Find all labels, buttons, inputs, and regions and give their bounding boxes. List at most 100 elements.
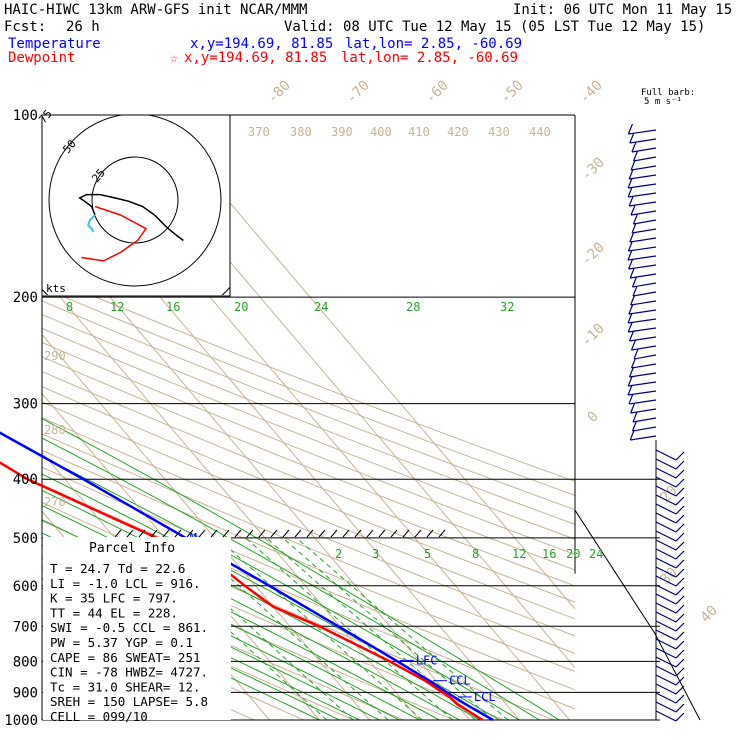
- wind-barb-flag: [629, 429, 635, 441]
- parcel-info-title: Parcel Info: [89, 541, 175, 556]
- pressure-tick-label: 900: [13, 685, 38, 701]
- dry-adiabat: [42, 466, 575, 691]
- parcel-info-row: PW = 5.37 YGP = 0.1: [50, 635, 193, 650]
- mixing-ratio-label: 8: [66, 300, 73, 314]
- wind-barb-flag: [631, 420, 638, 432]
- wind-barb: [655, 710, 677, 722]
- wind-barb-flag: [629, 132, 635, 144]
- wind-barb-flag: [675, 694, 685, 704]
- fcst-label: Fcst:: [4, 19, 46, 35]
- wind-barb-flag: [631, 276, 638, 288]
- parcel-info-background: [43, 537, 231, 720]
- parcel-info-box: Parcel Info T = 24.7 Td = 22.6LI = -1.0 L…: [43, 529, 446, 724]
- frame-slant: [574, 509, 701, 721]
- wind-barb: [631, 165, 657, 171]
- wind-barb: [655, 647, 677, 659]
- legend-temperature-label: Temperature: [8, 36, 101, 52]
- wind-barb-flag: [675, 550, 685, 560]
- wind-barb: [628, 381, 657, 387]
- wind-legend-line1: Full barb:: [641, 88, 695, 98]
- isotherm-label: -50: [498, 78, 527, 107]
- dry-adiabat: [42, 300, 575, 511]
- dry-adiabat-label: 370: [248, 125, 270, 139]
- isotherm-label: 0: [585, 409, 602, 426]
- isotherm-label: -40: [577, 78, 606, 107]
- pressure-tick-label: 600: [13, 579, 38, 595]
- wind-barb-flag: [630, 357, 637, 369]
- wind-barb-flag: [627, 123, 633, 135]
- mixing-ratio-label: 3: [372, 547, 379, 561]
- parcel-info-row: SWI = -0.5 CCL = 861.: [50, 620, 208, 635]
- mixing-ratio-label: 2: [335, 547, 342, 561]
- wind-barb-flag: [630, 402, 636, 414]
- wind-barb-flag: [675, 649, 685, 659]
- parcel-info-row: LI = -1.0 LCL = 916.: [50, 576, 201, 591]
- wind-barb-flag: [627, 240, 633, 252]
- parcel-info-row: CIN = -78 HWBZ= 4727.: [50, 665, 208, 680]
- wind-barb: [628, 129, 657, 135]
- wind-barb: [655, 638, 677, 650]
- isotherm-label: -70: [344, 78, 373, 107]
- wind-barb-flag: [627, 177, 633, 189]
- wind-barb-flag: [675, 712, 685, 722]
- mixing-ratio-label: 8: [472, 547, 479, 561]
- wind-barb: [655, 566, 677, 578]
- hatch-mark: [282, 529, 290, 538]
- star-icon: ☆: [170, 51, 178, 66]
- hatch-mark: [246, 529, 254, 538]
- wind-barb: [655, 692, 677, 704]
- dewpoint-profile: [0, 461, 484, 722]
- wind-barb-flag: [628, 195, 634, 207]
- dry-adiabat: [42, 401, 575, 620]
- dry-adiabat: [42, 417, 575, 637]
- dry-adiabat: [42, 578, 354, 720]
- wind-barb: [655, 458, 677, 470]
- wind-barb-flag: [628, 258, 634, 270]
- wind-barb-flag: [627, 249, 633, 261]
- wind-barb: [632, 426, 657, 432]
- wind-barb: [629, 372, 657, 378]
- wind-barb: [655, 575, 677, 587]
- wind-barb: [631, 228, 657, 234]
- wind-barb: [628, 246, 657, 252]
- hatch-mark: [414, 529, 422, 538]
- wind-barb: [655, 503, 677, 515]
- hodograph-unit: kts: [46, 282, 66, 295]
- wind-barb-flag: [628, 393, 634, 405]
- wind-barb: [632, 291, 657, 297]
- wind-barb: [655, 476, 677, 488]
- isotherm-label: 40: [698, 603, 721, 626]
- dry-adiabat: [42, 386, 575, 603]
- isotherm-label: -20: [579, 240, 608, 269]
- isotherm-label: -60: [423, 78, 452, 107]
- hatch-mark: [402, 529, 410, 538]
- wind-barb-flag: [675, 496, 685, 506]
- mixing-ratio-line: [282, 537, 494, 720]
- dry-adiabat-label: 290: [44, 349, 66, 363]
- wind-barb: [655, 494, 677, 506]
- wind-barb-flag: [628, 366, 635, 378]
- wind-barb: [655, 449, 677, 461]
- wind-barb-flag: [675, 469, 685, 479]
- wind-barb-flag: [675, 586, 685, 596]
- wind-barb-flag: [629, 267, 635, 279]
- hatch-mark: [186, 529, 194, 538]
- dry-adiabat-label: 380: [290, 125, 312, 139]
- wind-barb: [632, 282, 657, 288]
- hodograph-ring: [48, 115, 222, 287]
- wind-barb: [628, 309, 657, 315]
- wind-barb-flag: [628, 168, 634, 180]
- wind-barb: [655, 683, 677, 695]
- parcel-info-row: SREH = 150 LAPSE= 5.8: [50, 694, 208, 709]
- wind-barb-flag: [675, 559, 685, 569]
- wind-barb: [655, 584, 677, 596]
- wind-barb-flag: [675, 631, 685, 641]
- wind-barb-flag: [675, 568, 685, 578]
- hodograph-lower-trace: [87, 214, 96, 233]
- wind-barb: [655, 530, 677, 542]
- wind-barb-flag: [675, 622, 685, 632]
- dry-adiabat-label: 430: [488, 125, 510, 139]
- hatch-mark: [138, 529, 146, 538]
